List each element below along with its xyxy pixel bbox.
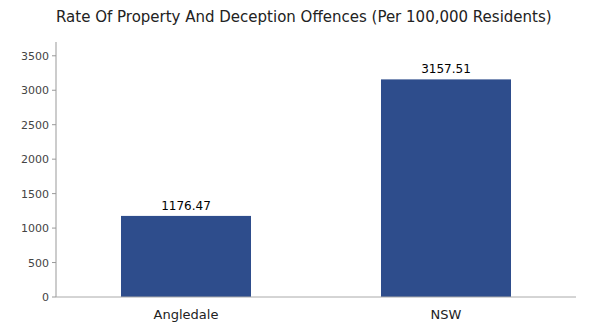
data-label: 3157.51 <box>421 62 471 76</box>
y-tick-label: 2000 <box>21 153 49 166</box>
bar <box>121 216 251 297</box>
y-tick <box>52 228 56 229</box>
x-axis-line <box>56 297 576 298</box>
bars <box>121 79 511 297</box>
y-tick-label: 1500 <box>21 188 49 201</box>
y-tick-label: 3500 <box>21 50 49 63</box>
y-tick-label: 3000 <box>21 84 49 97</box>
y-tick-label: 0 <box>42 291 49 304</box>
data-label: 1176.47 <box>161 199 211 213</box>
y-tick <box>52 124 56 125</box>
y-tick <box>52 297 56 298</box>
title: Rate Of Property And Deception Offences … <box>56 8 552 26</box>
bar <box>381 79 511 297</box>
x-tick-label: Angledale <box>154 307 219 322</box>
y-tick <box>52 55 56 56</box>
y-tick <box>52 262 56 263</box>
y-tick <box>52 193 56 194</box>
chart: Rate Of Property And Deception Offences … <box>0 0 592 333</box>
y-tick <box>52 90 56 91</box>
y-tick-label: 1000 <box>21 222 49 235</box>
y-tick <box>52 159 56 160</box>
y-tick-label: 500 <box>28 257 49 270</box>
y-axis-line <box>56 42 57 297</box>
y-tick-label: 2500 <box>21 119 49 132</box>
x-tick-label: NSW <box>431 307 462 322</box>
